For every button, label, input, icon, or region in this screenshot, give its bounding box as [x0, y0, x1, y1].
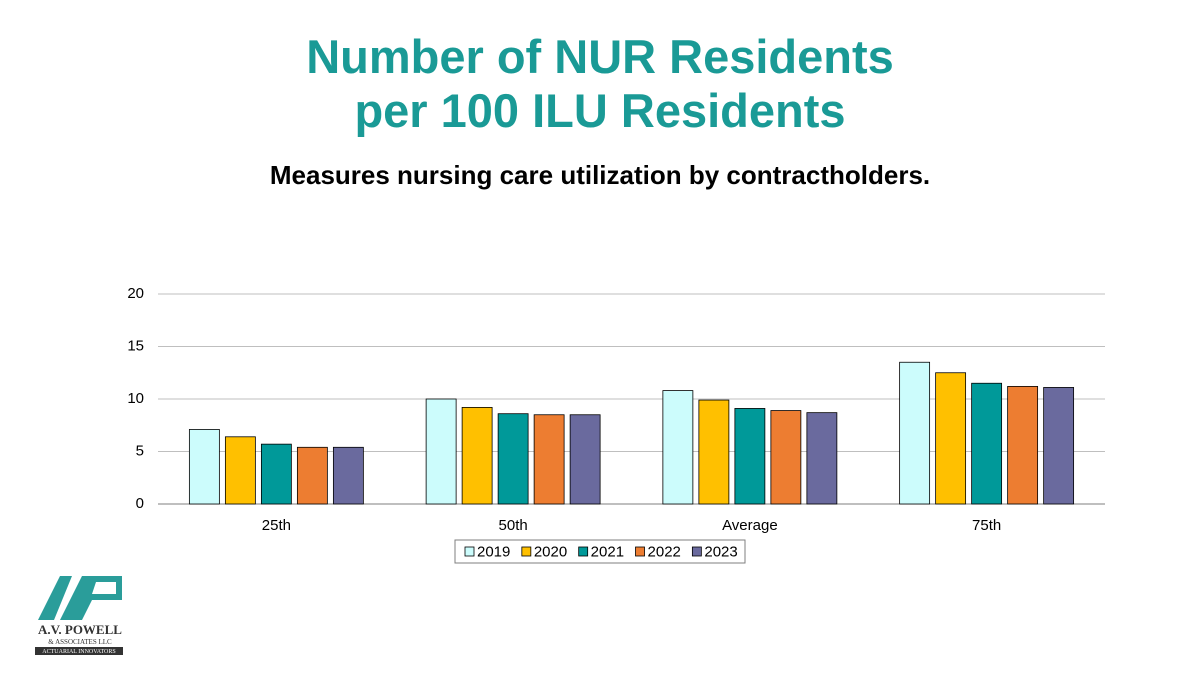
bar	[188, 429, 220, 505]
bar	[533, 414, 565, 505]
y-tick-label: 20	[127, 285, 144, 302]
bar	[971, 382, 1003, 505]
bar	[425, 398, 457, 505]
bar	[662, 390, 694, 505]
bar	[332, 446, 364, 505]
x-tick-label: 50th	[499, 517, 528, 534]
legend-box	[454, 539, 746, 564]
bar	[770, 410, 802, 505]
legend-swatch	[578, 546, 589, 557]
bar	[569, 414, 601, 505]
bar	[1007, 385, 1039, 505]
bar	[1043, 387, 1075, 505]
logo: A.V. POWELL & ASSOCIATES LLC ACTUARIAL I…	[35, 576, 123, 655]
logo-company: & ASSOCIATES LLC	[48, 638, 112, 646]
legend-label: 2019	[477, 543, 510, 560]
x-tick-label: 25th	[262, 517, 291, 534]
bar	[806, 412, 838, 505]
legend-swatch	[464, 546, 475, 557]
logo-tagline: ACTUARIAL INNOVATORS	[42, 649, 115, 655]
bar	[698, 399, 730, 505]
legend-label: 2020	[534, 543, 567, 560]
logo-shape	[38, 576, 72, 620]
logo-name: A.V. POWELL	[38, 622, 122, 637]
bar	[461, 406, 493, 505]
bar	[224, 436, 256, 505]
legend-swatch	[635, 546, 645, 557]
chart-title: Number of NUR Residents per 100 ILU Resi…	[306, 30, 894, 137]
logo-band	[35, 647, 123, 655]
legend-swatch	[521, 546, 532, 557]
y-tick-label: 10	[127, 390, 144, 407]
legend-label: 2022	[648, 543, 681, 560]
legend-label: 2023	[704, 543, 737, 560]
y-tick-label: 5	[136, 442, 144, 459]
logo-shape	[92, 582, 116, 594]
chart-subtitle: Measures nursing care utilization by con…	[269, 160, 931, 190]
bar	[260, 443, 292, 505]
x-tick-label: Average	[722, 517, 778, 534]
legend-swatch	[691, 546, 702, 557]
legend-label: 2021	[591, 543, 624, 560]
y-tick-label: 15	[127, 337, 144, 354]
x-tick-label: 75th	[972, 517, 1001, 534]
bar	[899, 361, 931, 505]
bar	[296, 446, 328, 505]
y-tick-label: 0	[136, 495, 144, 512]
bar	[497, 413, 529, 505]
bar	[935, 372, 967, 505]
bar	[734, 408, 766, 505]
